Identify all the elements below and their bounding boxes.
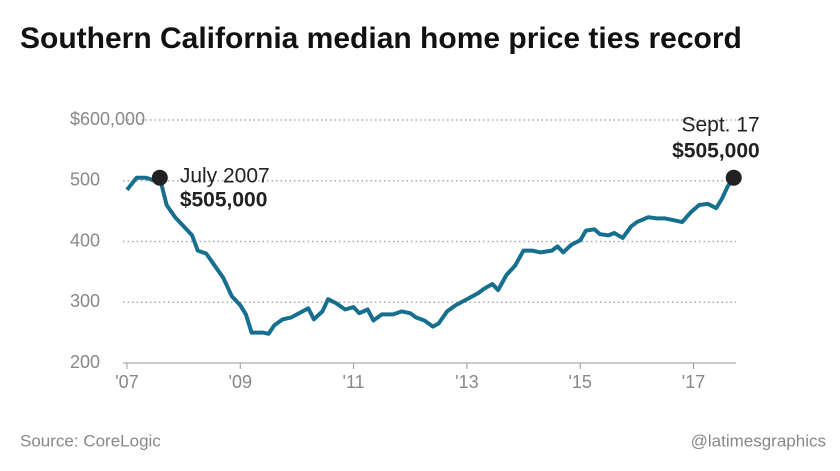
annotation: July 2007 [180, 164, 270, 187]
x-tick-label: '17 [682, 372, 705, 392]
x-tick-label: '13 [455, 372, 478, 392]
y-tick-label: $600,000 [70, 109, 145, 129]
y-tick-label: 200 [70, 352, 100, 372]
y-tick-label: 300 [70, 291, 100, 311]
credit: @latimesgraphics [691, 431, 826, 450]
highlight-dot [725, 169, 742, 186]
x-tick-label: '15 [568, 372, 591, 392]
x-tick-label: '09 [229, 372, 252, 392]
highlight-dot [151, 169, 168, 186]
value-label: $505,000 [672, 139, 760, 162]
value-label: $505,000 [180, 188, 268, 211]
y-tick-label: 500 [70, 170, 100, 190]
source: Source: CoreLogic [20, 431, 161, 450]
x-tick-label: '07 [115, 372, 138, 392]
annotation: Sept. 17 [681, 113, 759, 136]
y-tick-label: 400 [70, 230, 100, 250]
chart-title: Southern California median home price ti… [20, 22, 742, 55]
line [125, 175, 736, 336]
x-tick-label: '11 [343, 372, 365, 392]
